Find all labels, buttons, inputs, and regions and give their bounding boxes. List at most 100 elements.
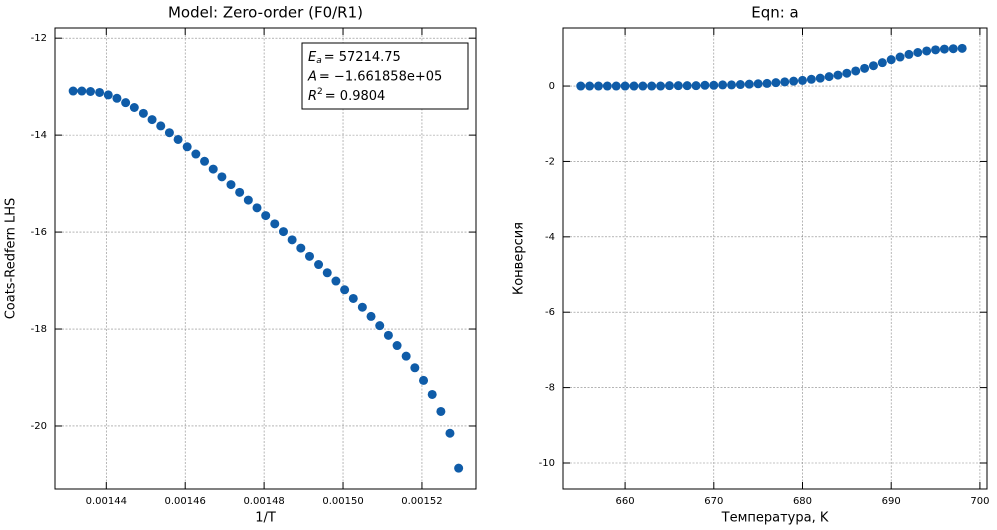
data-point [664,81,674,91]
data-point [797,75,807,85]
y-axis-label: Coats-Redfern LHS [4,198,19,320]
data-point [112,93,122,103]
data-point [931,45,941,55]
data-point [957,43,967,53]
data-point [877,58,887,68]
data-point [868,61,878,71]
data-point [833,70,843,80]
y-tick-label: -14 [31,130,47,141]
y-tick-label: -6 [545,307,555,318]
annotation-text: A = −1.661858e+05 [307,69,442,84]
data-point [226,180,236,190]
data-point [243,195,253,205]
y-tick-label: -16 [31,227,47,238]
data-point [824,72,834,82]
data-point [780,77,790,87]
data-point [401,351,411,361]
y-axis-label: Конверсия [512,222,527,295]
data-point [348,293,358,303]
data-point [602,81,612,91]
x-tick-label: 670 [704,496,723,507]
data-point [235,187,245,197]
data-point [86,87,96,97]
data-point [375,321,385,331]
data-point [753,79,763,89]
data-point [673,81,683,91]
data-point [182,142,192,152]
data-point [851,66,861,76]
data-point [939,44,949,54]
data-point [314,260,324,270]
subplot: Model: Zero-order (F0/R1) 1/T Coats-Redfer… [4,4,477,526]
y-tick-label: -2 [545,156,555,167]
data-point [806,74,816,84]
data-point [638,81,648,91]
data-point [173,134,183,144]
data-point [842,68,852,78]
data-point [147,115,157,125]
data-point [593,81,603,91]
data-point [68,86,78,96]
data-point [682,81,692,91]
data-point [762,78,772,88]
data-point [629,81,639,91]
annotation-symbol: R [308,89,317,104]
annotation-text: R2 = 0.9804 [308,87,385,104]
data-point [913,48,923,58]
x-axis-label: 1/T [255,511,276,526]
data-point [77,86,87,96]
data-point [860,63,870,73]
annotation-text: Ea = 57214.75 [308,50,401,66]
x-tick-label: 660 [616,496,635,507]
data-point [691,81,701,91]
x-tick-label: 690 [882,496,901,507]
data-point [392,341,402,351]
data-point [718,80,728,90]
y-tick-label: -18 [31,324,47,335]
x-tick-label: 680 [793,496,812,507]
data-point [331,276,341,286]
data-point [261,211,271,221]
data-point [647,81,657,91]
data-point [922,46,932,56]
annotation-symbol: A [307,69,317,84]
y-tick-label: 0 [549,81,555,92]
data-point [744,79,754,89]
chart-title: Eqn: a [751,4,799,22]
data-point [727,80,737,90]
data-point [700,80,710,90]
data-point [138,108,148,118]
x-tick-label: 0.00144 [86,496,127,507]
annotation-box [301,42,469,110]
data-point [948,44,958,54]
data-point [191,149,201,159]
data-point [296,243,306,253]
x-tick-label: 700 [970,496,989,507]
data-point [121,98,131,108]
data-point [585,81,595,91]
data-point [771,78,781,88]
data-point [789,76,799,86]
x-tick-label: 0.00150 [322,496,363,507]
data-point [383,330,393,340]
data-point [322,268,332,278]
x-tick-label: 0.00146 [165,496,206,507]
data-point [270,219,280,229]
data-point [620,81,630,91]
y-tick-label: -4 [545,232,555,243]
y-tick-label: -10 [539,458,555,469]
annotation-superscript: 2 [317,87,323,97]
data-point [735,80,745,90]
data-point [287,235,297,245]
chart-title: Model: Zero-order (F0/R1) [168,4,363,22]
data-point [709,80,719,90]
data-point [208,164,218,174]
data-point [278,227,288,237]
data-point [357,302,367,312]
data-point [156,121,166,131]
data-point [129,102,139,112]
data-point [410,363,420,373]
x-tick-label: 0.00148 [243,496,284,507]
